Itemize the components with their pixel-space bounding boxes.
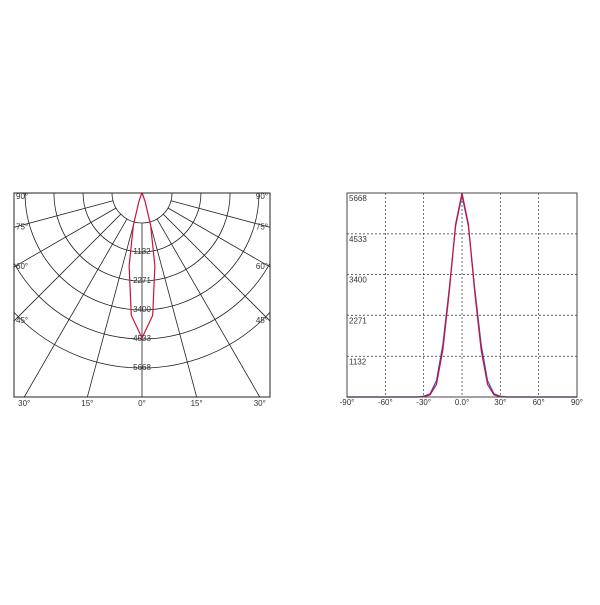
- plot-frame: [346, 192, 578, 398]
- plot-frame: [13, 192, 271, 398]
- angle-label: 30°: [18, 399, 30, 408]
- radial-line: [149, 221, 198, 397]
- angle-label: 60°: [256, 262, 268, 271]
- radius-label: 2271: [133, 276, 151, 285]
- y-tick-label: 3400: [349, 276, 367, 285]
- radial-line: [156, 218, 261, 397]
- radius-label: 3400: [133, 305, 151, 314]
- radius-label: 5668: [133, 363, 151, 372]
- x-tick-label: 0.0°: [455, 398, 469, 407]
- radial-line: [14, 207, 117, 268]
- angle-label: 45°: [256, 316, 268, 325]
- angle-label: 30°: [254, 399, 266, 408]
- cartesian-chart: 1132 2271 3400 4533 5668 -90° -60° -30° 0.0° 30° 6…: [340, 192, 583, 407]
- y-tick-label: 1132: [349, 357, 367, 366]
- x-tick-label: -60°: [378, 398, 393, 407]
- angle-label: 45°: [16, 316, 28, 325]
- x-tick-label: 90°: [571, 398, 583, 407]
- y-tick-label: 4533: [349, 235, 367, 244]
- radial-line: [167, 207, 270, 268]
- angle-label: 75°: [256, 222, 268, 231]
- angle-label: 90°: [256, 192, 268, 201]
- angle-label: 90°: [16, 192, 28, 201]
- x-tick-label: -90°: [340, 398, 355, 407]
- polar-chart: 90° 75° 60° 45° 30° 15° 0° 15° 30° 45° 60° 75° 90° 11…: [13, 192, 271, 408]
- angle-label: 0°: [138, 399, 146, 408]
- radial-line: [23, 218, 128, 397]
- radial-line: [86, 221, 135, 397]
- y-tick-label: 5668: [349, 194, 367, 203]
- angle-label: 75°: [16, 222, 28, 231]
- radial-line: [14, 200, 114, 228]
- angle-label: 60°: [16, 262, 28, 271]
- angle-label: 15°: [81, 399, 93, 408]
- x-tick-label: 60°: [533, 398, 545, 407]
- radius-label: 1132: [133, 247, 151, 256]
- y-tick-label: 2271: [349, 316, 367, 325]
- radial-line: [14, 213, 122, 322]
- x-tick-label: 30°: [494, 398, 506, 407]
- radial-line: [170, 200, 270, 228]
- angle-label: 15°: [191, 399, 203, 408]
- x-tick-label: -30°: [416, 398, 431, 407]
- intensity-curve: [128, 193, 156, 340]
- plot-area: [14, 193, 270, 397]
- radius-label: 4533: [133, 334, 151, 343]
- radial-line: [162, 213, 270, 322]
